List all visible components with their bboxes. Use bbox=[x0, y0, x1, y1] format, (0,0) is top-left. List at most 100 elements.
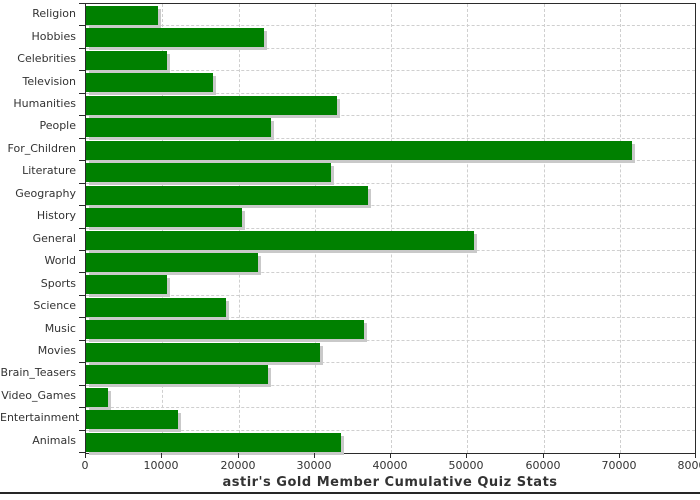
bar-humanities bbox=[86, 95, 337, 115]
category-label: People bbox=[39, 119, 76, 133]
horizontal-gridline bbox=[86, 249, 695, 251]
y-axis-tick bbox=[79, 25, 85, 26]
y-axis-tick bbox=[79, 138, 85, 139]
y-axis-tick bbox=[79, 452, 85, 453]
bar-movies bbox=[86, 342, 320, 362]
x-axis-tick bbox=[543, 453, 544, 458]
x-axis-tick bbox=[390, 453, 391, 458]
y-axis-tick bbox=[79, 340, 85, 341]
vertical-gridline bbox=[543, 4, 545, 453]
y-axis-tick bbox=[79, 295, 85, 296]
y-axis-tick bbox=[79, 3, 85, 4]
x-axis-tick bbox=[466, 453, 467, 458]
category-label: Video_Games bbox=[1, 388, 76, 402]
category-label: Movies bbox=[37, 343, 76, 357]
bar-celebrities bbox=[86, 50, 167, 70]
bar-science bbox=[86, 297, 226, 317]
bar-people bbox=[86, 118, 271, 138]
horizontal-gridline bbox=[86, 384, 695, 386]
bar-world bbox=[86, 252, 258, 272]
bar-literature bbox=[86, 163, 331, 183]
bar-television bbox=[86, 73, 213, 93]
y-axis-tick bbox=[79, 115, 85, 116]
vertical-gridline bbox=[391, 4, 392, 453]
category-label: Celebrities bbox=[17, 52, 76, 66]
bar-video_games bbox=[86, 387, 108, 407]
x-tick-label: 40000 bbox=[372, 459, 408, 472]
category-label: Music bbox=[44, 321, 76, 335]
horizontal-gridline bbox=[86, 317, 695, 319]
category-label: Geography bbox=[15, 186, 76, 200]
y-axis-tick bbox=[79, 362, 85, 363]
horizontal-gridline bbox=[86, 407, 695, 409]
x-axis-tick bbox=[314, 453, 315, 458]
bar-religion bbox=[86, 6, 158, 25]
y-axis-tick bbox=[79, 272, 85, 273]
horizontal-gridline bbox=[86, 429, 695, 431]
horizontal-gridline bbox=[86, 47, 695, 49]
vertical-gridline bbox=[238, 4, 240, 453]
bar-history bbox=[86, 208, 242, 228]
horizontal-gridline bbox=[86, 362, 695, 364]
category-label: Humanities bbox=[13, 97, 76, 111]
vertical-gridline bbox=[467, 4, 469, 453]
y-axis-tick bbox=[79, 385, 85, 386]
y-axis-tick bbox=[79, 205, 85, 206]
category-label: World bbox=[44, 254, 76, 268]
horizontal-gridline bbox=[86, 115, 695, 117]
x-tick-label: 70000 bbox=[601, 459, 637, 472]
bar-sports bbox=[86, 275, 167, 295]
horizontal-gridline bbox=[86, 70, 695, 72]
horizontal-gridline bbox=[86, 205, 695, 207]
y-axis-tick bbox=[79, 317, 85, 318]
x-tick-label: 20000 bbox=[220, 459, 256, 472]
y-axis-tick bbox=[79, 250, 85, 251]
horizontal-gridline bbox=[86, 182, 695, 184]
category-label: Hobbies bbox=[31, 29, 76, 43]
x-axis-tick bbox=[161, 453, 162, 458]
vertical-gridline bbox=[619, 4, 621, 453]
x-tick-label: 80000 bbox=[677, 459, 700, 472]
category-label: Literature bbox=[22, 164, 76, 178]
horizontal-gridline bbox=[86, 92, 695, 94]
vertical-gridline bbox=[314, 4, 316, 453]
y-axis-tick bbox=[79, 407, 85, 408]
category-label: Religion bbox=[32, 7, 76, 21]
x-tick-label: 30000 bbox=[296, 459, 332, 472]
y-axis-tick bbox=[79, 70, 85, 71]
x-axis-tick bbox=[695, 453, 696, 458]
bar-entertainment bbox=[86, 410, 178, 430]
vertical-gridline bbox=[162, 4, 164, 453]
x-axis-tick bbox=[238, 453, 239, 458]
bar-geography bbox=[86, 185, 368, 205]
category-label: General bbox=[32, 231, 76, 245]
x-tick-label: 60000 bbox=[525, 459, 561, 472]
x-axis-tick bbox=[619, 453, 620, 458]
category-label: Television bbox=[22, 74, 77, 88]
category-label: Sports bbox=[40, 276, 76, 290]
plot-area bbox=[85, 3, 696, 454]
horizontal-gridline bbox=[86, 227, 695, 229]
y-axis-tick bbox=[79, 430, 85, 431]
category-label: History bbox=[36, 209, 76, 223]
category-label: Science bbox=[33, 299, 76, 313]
y-axis-tick bbox=[79, 160, 85, 161]
bar-brain_teasers bbox=[86, 365, 268, 385]
horizontal-gridline bbox=[86, 25, 695, 27]
category-label: For_Children bbox=[7, 141, 76, 155]
chart-title: astir's Gold Member Cumulative Quiz Stat… bbox=[222, 475, 558, 490]
horizontal-gridline bbox=[86, 294, 695, 296]
bar-hobbies bbox=[86, 28, 264, 48]
category-label: Entertainment bbox=[0, 411, 80, 425]
horizontal-gridline bbox=[86, 339, 695, 341]
bar-animals bbox=[86, 432, 341, 452]
horizontal-gridline bbox=[86, 137, 695, 139]
bar-general bbox=[86, 230, 474, 250]
horizontal-gridline bbox=[86, 160, 695, 162]
y-axis-tick bbox=[79, 48, 85, 49]
x-tick-label: 0 bbox=[81, 459, 89, 472]
bottom-divider bbox=[0, 492, 700, 494]
bar-music bbox=[86, 320, 364, 340]
y-axis-tick bbox=[79, 228, 85, 229]
x-tick-label: 10000 bbox=[143, 459, 179, 472]
